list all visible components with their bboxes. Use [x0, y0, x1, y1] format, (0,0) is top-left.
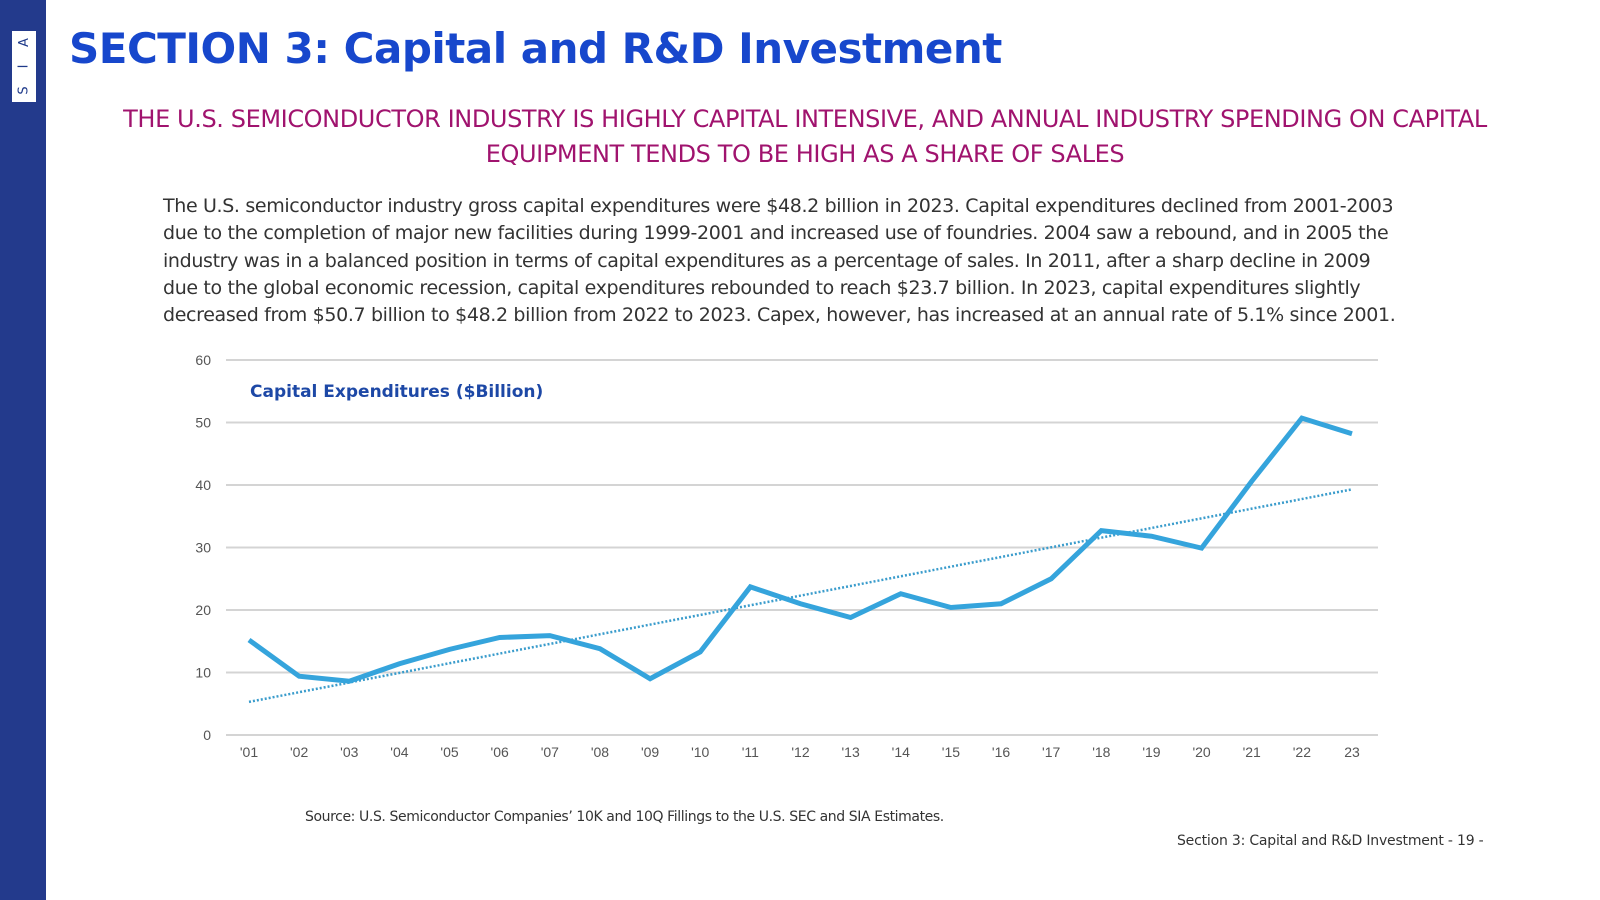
x-tick-label: '09: [641, 744, 659, 760]
x-tick-label: 23: [1344, 744, 1360, 760]
x-tick-label: '16: [992, 744, 1010, 760]
body-paragraph: The U.S. semiconductor industry gross ca…: [163, 195, 1396, 327]
x-tick-label: '13: [842, 744, 860, 760]
x-tick-label: '14: [892, 744, 910, 760]
page-title: SECTION 3: Capital and R&D Investment: [69, 24, 1002, 73]
trend-line: [248, 488, 1353, 704]
y-tick-label: 30: [195, 540, 211, 556]
y-axis-ticks: 0 10 20 30 40 50 60: [195, 352, 211, 743]
y-tick-label: 60: [195, 352, 211, 368]
y-tick-label: 0: [203, 727, 211, 743]
x-tick-label: '21: [1243, 744, 1261, 760]
x-tick-label: '15: [942, 744, 960, 760]
x-tick-label: '08: [591, 744, 609, 760]
y-tick-label: 10: [195, 665, 211, 681]
chart-title: Capital Expenditures ($Billion): [250, 382, 543, 402]
x-tick-label: '05: [440, 744, 458, 760]
source-note: Source: U.S. Semiconductor Companies’ 10…: [305, 809, 944, 825]
x-axis-ticks: '01 '02 '03 '04 '05 '06 '07 '08 '09 '10 '11 '12 '13 '…: [240, 744, 1360, 760]
y-tick-label: 50: [195, 415, 211, 431]
gridlines: [226, 359, 1378, 736]
series-group: [247, 415, 1353, 704]
x-tick-label: '04: [390, 744, 408, 760]
x-tick-label: '22: [1293, 744, 1311, 760]
x-tick-label: '17: [1042, 744, 1060, 760]
x-tick-label: '12: [791, 744, 809, 760]
x-tick-label: '19: [1142, 744, 1160, 760]
y-tick-label: 20: [195, 602, 211, 618]
x-tick-label: '02: [290, 744, 308, 760]
sidebar-band: A I S: [0, 0, 46, 900]
capex-series-line: [247, 415, 1353, 684]
y-tick-label: 40: [195, 477, 211, 493]
sia-logo: A I S: [12, 31, 36, 102]
x-tick-label: '11: [742, 744, 759, 760]
x-tick-label: '01: [240, 744, 258, 760]
x-tick-label: '18: [1092, 744, 1110, 760]
x-tick-label: '20: [1192, 744, 1210, 760]
page-subtitle: THE U.S. SEMICONDUCTOR INDUSTRY IS HIGHL…: [123, 105, 1487, 168]
x-tick-label: '07: [541, 744, 559, 760]
x-tick-label: '10: [691, 744, 709, 760]
x-tick-label: '03: [340, 744, 358, 760]
page-footer: Section 3: Capital and R&D Investment - …: [1177, 833, 1484, 849]
x-tick-label: '06: [491, 744, 509, 760]
